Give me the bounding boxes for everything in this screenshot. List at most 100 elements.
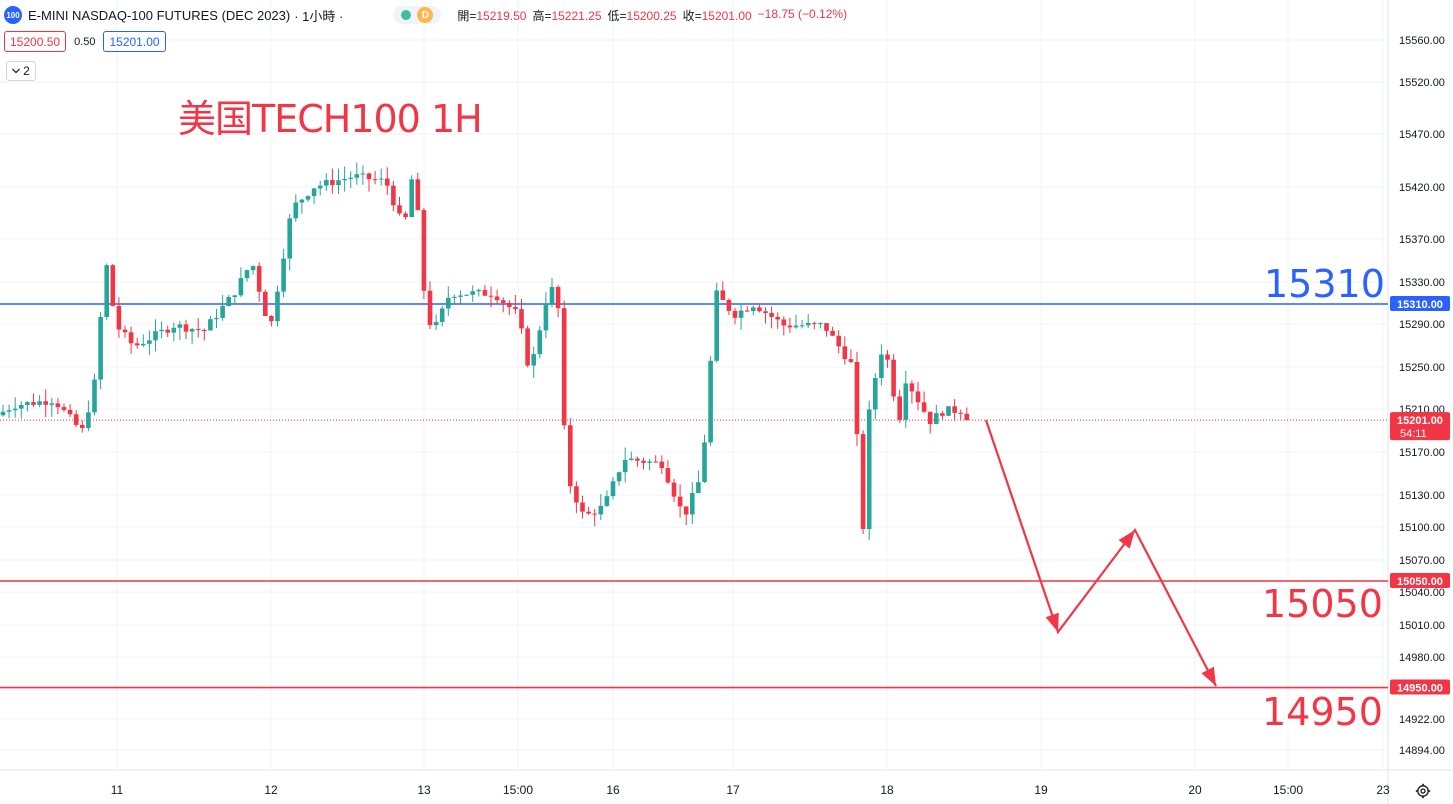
- symbol-badge[interactable]: 100: [4, 6, 22, 24]
- candle-body: [909, 383, 915, 392]
- candle-body: [757, 307, 762, 312]
- arrow-head: [1118, 530, 1135, 549]
- data-delay-badge: D: [417, 7, 434, 23]
- candle-body: [818, 323, 823, 325]
- candle-body: [549, 286, 555, 304]
- candle-body: [31, 402, 36, 405]
- gear-icon[interactable]: [1415, 783, 1431, 799]
- price-axis-label: 15070.00: [1399, 555, 1445, 567]
- candle-body: [671, 482, 677, 497]
- candle-body: [427, 290, 433, 326]
- candle-body: [964, 413, 970, 421]
- candle-body: [128, 332, 134, 344]
- ohlc-label: 高=: [532, 8, 552, 23]
- candle-body: [958, 412, 963, 414]
- indicator-count: 2: [23, 64, 30, 78]
- candle-body: [500, 300, 506, 303]
- candle-body: [67, 409, 73, 415]
- indicator-collapse-button[interactable]: 2: [6, 61, 36, 81]
- candle-body: [537, 330, 543, 355]
- candle-body: [116, 305, 122, 330]
- candle-body: [195, 329, 201, 331]
- candle-body: [311, 188, 317, 197]
- candle-body: [580, 502, 585, 512]
- candle-body: [873, 378, 878, 410]
- candle-body: [366, 173, 372, 180]
- candle-body: [708, 360, 713, 443]
- price-axis-label: 15100.00: [1399, 522, 1445, 534]
- price-axis-label: 14980.00: [1399, 652, 1445, 664]
- candle-body: [317, 185, 323, 189]
- candle-body: [403, 213, 408, 218]
- candle-body: [690, 492, 695, 515]
- time-axis-label: 12: [264, 783, 278, 797]
- ohlc-label: 低=: [607, 8, 627, 23]
- arrow-head: [1045, 612, 1059, 632]
- time-axis-label: 20: [1188, 783, 1202, 797]
- candle-body: [189, 329, 195, 332]
- candle-body: [409, 179, 414, 218]
- price-axis-label: 15470.00: [1399, 129, 1445, 141]
- candle-body: [812, 322, 817, 324]
- ohlc-values: 開=15219.50 高=15221.25 低=15200.25 收=15201.00…: [457, 7, 847, 24]
- buy-button[interactable]: 15201.00: [103, 31, 166, 52]
- candle-body: [763, 311, 768, 313]
- ohlc-value: 15200.25: [626, 8, 677, 23]
- chart-header: 100 E-MINI NASDAQ-100 FUTURES (DEC 2023)…: [4, 4, 847, 26]
- market-status[interactable]: D: [393, 6, 442, 24]
- interval-label[interactable]: · 1小時 ·: [294, 8, 344, 24]
- candle-body: [183, 324, 189, 332]
- candle-body: [25, 402, 30, 405]
- candle-body: [226, 296, 231, 307]
- candle-body: [720, 290, 726, 300]
- ohlc-label: 開=: [457, 8, 477, 23]
- candle-body: [927, 411, 933, 425]
- symbol-name[interactable]: E-MINI NASDAQ-100 FUTURES (DEC 2023): [28, 7, 291, 23]
- candle-body: [153, 331, 158, 341]
- candle-body: [244, 270, 250, 279]
- candle-body: [299, 199, 305, 203]
- candle-body: [934, 413, 939, 425]
- price-axis-label: 15040.00: [1399, 587, 1445, 599]
- candle-body: [653, 461, 658, 463]
- price-axis-label: 15370.00: [1399, 234, 1445, 246]
- candle-body: [732, 310, 738, 318]
- candle-body: [177, 324, 183, 328]
- time-axis-label: 18: [880, 783, 894, 797]
- candle-body: [513, 307, 518, 310]
- candle-body: [330, 180, 335, 186]
- candle-body: [702, 442, 707, 483]
- candle-body: [391, 185, 396, 206]
- candle-body: [519, 309, 524, 329]
- candle-body: [49, 403, 55, 405]
- ohlc-item: 開=15219.50: [457, 7, 526, 24]
- price-axis-label: 14894.00: [1399, 745, 1445, 757]
- candle-body: [6, 410, 12, 412]
- ohlc-item: 低=15200.25: [608, 7, 677, 24]
- candle-body: [250, 266, 256, 271]
- candle-body: [256, 266, 262, 292]
- trade-panel: 15200.50 0.50 15201.00: [4, 31, 166, 52]
- candle-body: [836, 335, 841, 347]
- candle-body: [543, 303, 549, 331]
- candle-body: [348, 177, 353, 179]
- candle-body: [122, 329, 128, 333]
- candle-body: [80, 424, 85, 429]
- price-tag-label: 15050.00: [1397, 576, 1443, 588]
- candle-body: [287, 218, 292, 259]
- candle-body: [305, 196, 311, 200]
- candle-body: [147, 340, 152, 344]
- candle-body: [952, 406, 957, 413]
- candle-body: [641, 460, 646, 463]
- candle-body: [629, 458, 634, 460]
- candle-body: [787, 325, 793, 328]
- sell-button[interactable]: 15200.50: [4, 31, 67, 52]
- chart-title: 美国TECH100 1H: [178, 97, 483, 141]
- candle-body: [610, 481, 616, 497]
- candle-body: [647, 461, 652, 463]
- candle-body: [171, 327, 177, 333]
- candle-body: [202, 329, 207, 331]
- candle-body: [0, 411, 6, 416]
- candle-body: [494, 296, 500, 301]
